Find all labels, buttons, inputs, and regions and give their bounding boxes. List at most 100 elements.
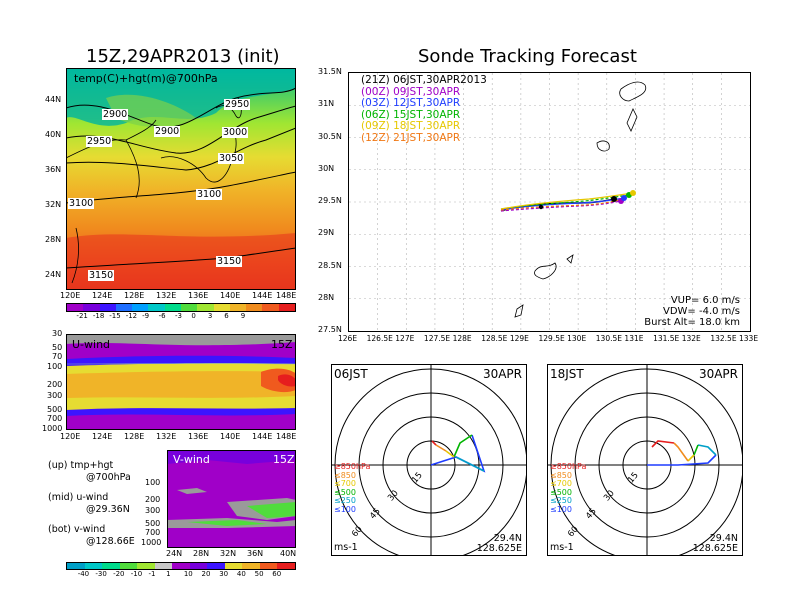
pressure-tick: 700 bbox=[145, 528, 161, 537]
temp-height-map: temp(C)+hgt(m)@700hPa 2900 2950 2900 295… bbox=[65, 68, 297, 290]
note-mid: (mid) u-wind bbox=[48, 492, 109, 503]
track-lon-tick: 133E bbox=[739, 334, 759, 343]
colorbar-swatch bbox=[164, 304, 181, 311]
track-lon-tick: 128E bbox=[452, 334, 472, 343]
colorbar-label: -10 bbox=[130, 570, 143, 578]
track-map: (21Z) 06JST,30APR2013 (00Z) 09JST,30APR … bbox=[348, 72, 751, 332]
track-lon-tick: 131.5E bbox=[653, 334, 680, 343]
colorbar-swatch bbox=[197, 304, 214, 311]
v-wind-label: V-wind bbox=[173, 453, 210, 466]
lat-tick: 32N bbox=[220, 549, 237, 558]
lon-tick: 136E bbox=[188, 291, 209, 300]
map-frame bbox=[66, 68, 296, 290]
u-wind-frame bbox=[66, 334, 296, 430]
colorbar-swatch bbox=[154, 563, 173, 569]
colorbar-swatch bbox=[246, 304, 263, 311]
lat-tick: 24N bbox=[45, 270, 62, 279]
level-key-entry: ≤850 bbox=[334, 470, 356, 480]
colorbar-label: -15 bbox=[109, 312, 121, 320]
temperature-colorbar-labels: -21 -18 -15 -12 -9 -6 -3 0 3 6 9 bbox=[66, 312, 296, 322]
level-key-entry: ≤700 bbox=[550, 479, 572, 488]
track-lat-tick: 31.5N bbox=[318, 67, 342, 76]
colorbar-swatch bbox=[102, 563, 120, 569]
left-title: 15Z,29APR2013 (init) bbox=[86, 46, 280, 67]
track-lon-tick: 130E bbox=[567, 334, 587, 343]
track-lat-tick: 29.5N bbox=[318, 196, 342, 205]
note-up-level: @700hPa bbox=[86, 472, 131, 483]
level-key-entry: ≤500 bbox=[334, 487, 356, 497]
level-key-entry: ≤500 bbox=[550, 487, 572, 497]
hodo-right-lon: 128.625E bbox=[692, 543, 738, 554]
pressure-tick: 30 bbox=[52, 329, 63, 338]
v-wind-section: V-wind 15Z bbox=[167, 450, 296, 548]
colorbar-swatch bbox=[132, 304, 149, 311]
wind-colorbar-labels: -40 -30 -20 -10 -1 1 10 20 30 40 50 60 bbox=[66, 570, 296, 580]
note-bot: (bot) v-wind bbox=[48, 524, 106, 535]
track-lon-tick: 132E bbox=[681, 334, 701, 343]
lat-tick: 36N bbox=[45, 165, 62, 174]
lon-tick: 124E bbox=[92, 291, 113, 300]
level-key-entry: ≤700 bbox=[334, 479, 356, 488]
hodo-right-date: 30APR bbox=[698, 367, 738, 381]
colorbar-swatch bbox=[180, 304, 198, 311]
lon-tick: 128E bbox=[124, 432, 145, 441]
colorbar-swatch bbox=[115, 304, 133, 311]
pressure-tick: 500 bbox=[145, 519, 161, 528]
track-lon-tick: 130.5E bbox=[595, 334, 622, 343]
level-key-entry: ≤850 bbox=[550, 470, 572, 480]
lat-tick: 28N bbox=[193, 549, 210, 558]
colorbar-label: -21 bbox=[76, 312, 88, 320]
contour-label: 2900 bbox=[102, 109, 129, 120]
right-title: Sonde Tracking Forecast bbox=[418, 46, 637, 67]
colorbar-label: -12 bbox=[125, 312, 138, 320]
level-key-entry: ≥850hPa bbox=[334, 462, 371, 471]
u-wind-time: 15Z bbox=[271, 338, 293, 351]
note-mid-lat: @29.36N bbox=[86, 504, 130, 515]
lon-tick: 148E bbox=[276, 432, 297, 441]
track-lat-tick: 28.5N bbox=[318, 260, 342, 270]
vdw-value: VDW= -4.0 m/s bbox=[663, 306, 740, 317]
hodo-right-level-key: ≥850hPa ≤850 ≤700 ≤500 ≤250 ≤100 bbox=[550, 462, 586, 514]
level-key-entry: ≤100 bbox=[550, 504, 572, 514]
track-lon-tick: 132.5E bbox=[710, 334, 737, 343]
hodograph-right: 18JST 30APR 15 30 45 60 ≥850hPa ≤850 ≤700 ≤… bbox=[547, 364, 743, 556]
lat-tick: 40N bbox=[45, 130, 62, 139]
colorbar-swatch bbox=[67, 304, 84, 311]
track-lon-tick: 129E bbox=[509, 334, 529, 343]
track-lat-tick: 28N bbox=[318, 292, 335, 302]
track-lat-tick: 29N bbox=[318, 228, 335, 238]
track-legend: (21Z) 06JST,30APR2013 (00Z) 09JST,30APR … bbox=[361, 74, 487, 144]
colorbar-swatch bbox=[213, 304, 230, 311]
contour-label: 3150 bbox=[216, 256, 243, 267]
track-lat-tick: 30N bbox=[318, 163, 335, 173]
track-lon-tick: 129.5E bbox=[538, 334, 565, 343]
pressure-tick: 300 bbox=[47, 391, 63, 400]
hodo-left-lat: 29.4N bbox=[493, 533, 522, 544]
hodo-left-date: 30APR bbox=[482, 367, 522, 381]
v-wind-time: 15Z bbox=[273, 453, 295, 466]
hodo-left-lon: 128.625E bbox=[476, 543, 522, 554]
colorbar-label: -1 bbox=[148, 570, 156, 578]
contour-label: 3100 bbox=[68, 198, 95, 209]
colorbar-label: -40 bbox=[77, 570, 90, 578]
colorbar-swatch bbox=[207, 563, 225, 569]
lat-tick: 44N bbox=[45, 95, 62, 104]
note-up: (up) tmp+hgt bbox=[48, 460, 114, 471]
colorbar-label: 9 bbox=[240, 312, 246, 320]
v-wind-frame bbox=[167, 450, 296, 548]
temperature-colorbar bbox=[66, 303, 296, 312]
hodo-right-time: 18JST bbox=[550, 367, 584, 381]
colorbar-swatch bbox=[172, 563, 190, 569]
colorbar-label: 0 bbox=[191, 312, 196, 320]
lon-tick: 140E bbox=[220, 432, 241, 441]
u-wind-label: U-wind bbox=[72, 338, 111, 351]
colorbar-label: 50 bbox=[254, 570, 264, 578]
lon-tick: 128E bbox=[124, 291, 145, 300]
wind-colorbar bbox=[66, 562, 296, 570]
note-bot-lon: @128.66E bbox=[86, 536, 135, 547]
colorbar-swatch bbox=[224, 563, 243, 569]
lon-tick: 120E bbox=[60, 291, 81, 300]
colorbar-swatch bbox=[83, 304, 100, 311]
contour-label: 3100 bbox=[196, 189, 223, 200]
hodograph-left: 06JST 30APR 15 30 45 60 ≥850hPa ≤850 ≤700 ≤… bbox=[331, 364, 527, 556]
